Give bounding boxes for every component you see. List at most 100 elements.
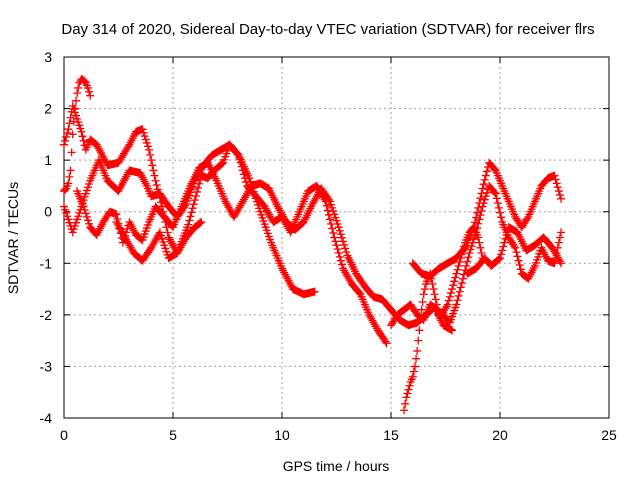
- x-tick-label: 25: [601, 427, 617, 443]
- data-point: [334, 223, 343, 232]
- data-point: [412, 354, 421, 363]
- data-point: [413, 346, 422, 355]
- data-point: [329, 228, 338, 237]
- data-point: [405, 381, 414, 390]
- data-point: [419, 290, 428, 299]
- data-point: [324, 195, 333, 204]
- data-point: [401, 399, 410, 408]
- data-point: [189, 200, 198, 209]
- data-point: [310, 287, 319, 296]
- data-point: [410, 362, 419, 371]
- data-point: [465, 248, 474, 257]
- data-point: [333, 245, 342, 254]
- data-point: [491, 189, 500, 198]
- data-point: [430, 290, 439, 299]
- data-point: [480, 195, 489, 204]
- data-point: [85, 219, 94, 228]
- data-point: [490, 188, 499, 197]
- data-point: [551, 175, 560, 184]
- data-point: [196, 218, 205, 227]
- y-tick-label: -4: [40, 410, 53, 426]
- data-point: [555, 233, 564, 242]
- data-point: [451, 273, 460, 282]
- data-point: [442, 302, 451, 311]
- data-point: [409, 367, 418, 376]
- data-point: [448, 326, 457, 335]
- data-point: [557, 194, 566, 203]
- data-point: [336, 230, 345, 239]
- y-axis-label: SDTVAR / TECUs: [5, 182, 21, 294]
- data-point: [501, 234, 510, 243]
- data-point: [79, 136, 88, 145]
- data-point: [513, 252, 522, 261]
- data-point: [476, 243, 485, 252]
- data-point: [146, 150, 155, 159]
- data-point: [83, 83, 92, 92]
- data-point: [446, 288, 455, 297]
- data-point: [382, 339, 391, 348]
- data-point: [163, 228, 172, 237]
- data-point: [335, 226, 344, 235]
- data-point: [400, 406, 409, 415]
- data-point: [138, 125, 147, 134]
- data-point: [63, 129, 72, 138]
- y-tick-label: 1: [44, 152, 52, 168]
- data-point: [494, 203, 503, 212]
- data-point: [499, 242, 508, 251]
- data-point: [332, 241, 341, 250]
- data-point: [140, 132, 149, 141]
- data-point: [497, 213, 506, 222]
- data-point: [62, 132, 71, 141]
- data-point: [496, 208, 504, 217]
- series-arc-7: [387, 181, 566, 330]
- data-point: [415, 326, 424, 335]
- series-arc-9: [463, 223, 566, 278]
- data-point: [66, 166, 75, 175]
- data-point: [511, 243, 520, 252]
- data-point: [550, 171, 559, 180]
- data-point: [148, 161, 157, 170]
- data-point: [453, 296, 462, 305]
- data-point: [188, 204, 197, 213]
- y-tick-label: -1: [40, 255, 53, 271]
- data-point: [235, 154, 244, 163]
- data-point: [80, 205, 89, 214]
- data-point: [514, 256, 523, 265]
- data-point: [420, 285, 429, 294]
- data-point: [554, 238, 563, 247]
- data-point: [469, 235, 478, 244]
- data-point: [448, 285, 457, 294]
- data-point: [443, 300, 452, 309]
- data-point: [498, 246, 507, 255]
- data-point: [469, 223, 478, 232]
- data-point: [82, 212, 91, 221]
- data-point: [336, 256, 345, 265]
- data-point: [79, 202, 88, 211]
- data-point: [510, 242, 519, 251]
- series-arc-2: [60, 101, 319, 299]
- data-point: [337, 260, 346, 269]
- data-points: [60, 75, 566, 415]
- data-point: [454, 261, 463, 270]
- data-point: [480, 175, 489, 184]
- data-point: [152, 181, 161, 190]
- data-point: [477, 248, 486, 257]
- data-point: [464, 253, 473, 262]
- series-arc-3: [60, 140, 391, 348]
- data-point: [552, 179, 561, 188]
- data-point: [83, 216, 92, 225]
- data-point: [478, 184, 487, 193]
- axis-ticks: 0 5 10 15 20 25 -4 -3 -2 -1 0 1 2 3: [40, 49, 617, 443]
- data-point: [142, 138, 151, 147]
- data-point: [477, 189, 486, 198]
- x-tick-label: 20: [492, 427, 508, 443]
- data-point: [381, 337, 390, 346]
- data-point: [335, 252, 344, 261]
- data-point: [463, 257, 472, 266]
- data-point: [408, 372, 417, 381]
- data-point: [515, 261, 524, 270]
- data-point: [325, 215, 334, 224]
- data-point: [502, 230, 511, 239]
- data-point: [494, 255, 503, 264]
